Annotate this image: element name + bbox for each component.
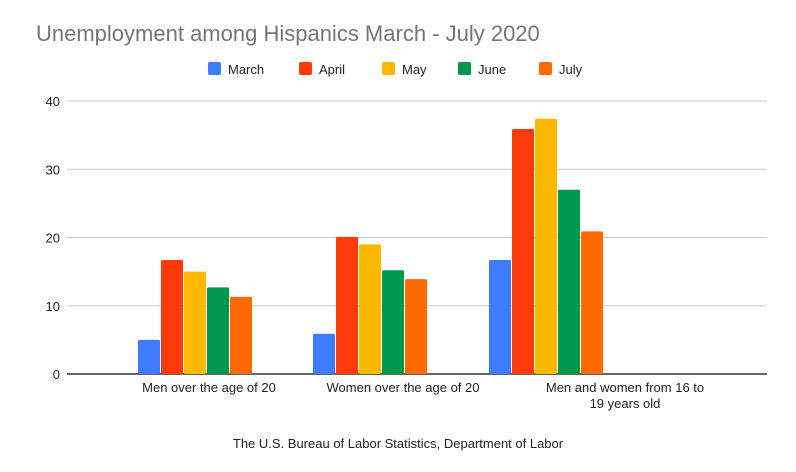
y-tick-label: 20 [46,231,60,246]
bars [138,118,603,375]
bar-april [161,260,183,374]
bar-july [581,231,603,374]
legend-swatch [382,62,395,75]
bar-june [207,287,229,374]
y-tick-label: 30 [46,162,60,177]
legend-label: June [478,62,506,77]
bar-may [535,118,557,375]
chart-title: Unemployment among Hispanics March - Jul… [36,21,540,46]
legend-label: March [228,62,264,77]
bar-march [313,333,335,374]
legend-swatch [539,62,552,75]
y-tick-label: 40 [46,94,60,109]
bar-april [512,128,534,374]
x-tick-label: Men over the age of 20 [142,380,276,395]
legend-swatch [299,62,312,75]
x-tick-label: 19 years old [590,396,661,411]
legend-label: May [402,62,427,77]
bar-june [382,270,404,374]
bar-march [138,339,160,374]
legend-swatch [458,62,471,75]
bar-march [489,260,511,374]
legend: March April May June July [208,62,583,77]
legend-label: April [319,62,345,77]
x-axis-title: The U.S. Bureau of Labor Statistics, Dep… [233,436,564,451]
bar-july [405,279,427,374]
bar-may [359,244,381,374]
y-tick-label: 0 [53,367,60,382]
bar-may [184,271,206,374]
y-tick-label: 10 [46,299,60,314]
x-axis-labels: Men over the age of 20 Women over the age… [142,380,704,411]
bar-april [336,236,358,374]
x-tick-label: Women over the age of 20 [327,380,480,395]
bar-june [558,189,580,374]
legend-swatch [208,62,221,75]
x-tick-label: Men and women from 16 to [546,380,704,395]
legend-label: July [559,62,583,77]
bar-july [230,296,252,374]
